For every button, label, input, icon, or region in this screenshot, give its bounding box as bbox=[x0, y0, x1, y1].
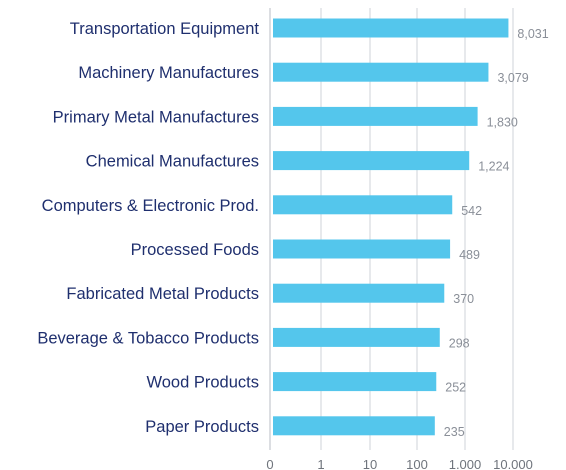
value-label: 3,079 bbox=[497, 71, 528, 85]
x-tick-label: 1 bbox=[317, 457, 324, 470]
value-label: 252 bbox=[445, 381, 466, 395]
x-tick-label: 10.000 bbox=[493, 457, 533, 470]
value-label: 235 bbox=[444, 425, 465, 439]
bars bbox=[273, 18, 509, 436]
value-label: 1,830 bbox=[487, 115, 518, 129]
bar bbox=[273, 106, 478, 126]
value-label: 8,031 bbox=[517, 27, 548, 41]
category-label: Wood Products bbox=[146, 374, 259, 392]
x-axis-tick-labels: 0 1 10 100 1.000 10.000 bbox=[266, 457, 533, 470]
bar bbox=[273, 372, 437, 392]
bar bbox=[273, 416, 435, 436]
x-tick-label: 100 bbox=[406, 457, 428, 470]
value-label: 370 bbox=[453, 292, 474, 306]
category-label: Processed Foods bbox=[131, 241, 259, 259]
bar bbox=[273, 151, 470, 171]
value-label: 489 bbox=[459, 248, 480, 262]
category-labels: Transportation Equipment Machinery Manufa… bbox=[37, 20, 259, 436]
category-label: Paper Products bbox=[145, 418, 259, 436]
category-label: Chemical Manufactures bbox=[86, 153, 259, 171]
category-label: Computers & Electronic Prod. bbox=[42, 197, 259, 215]
category-label: Machinery Manufactures bbox=[78, 64, 259, 82]
category-label: Primary Metal Manufactures bbox=[53, 108, 259, 126]
x-tick-label: 10 bbox=[363, 457, 377, 470]
category-label: Fabricated Metal Products bbox=[66, 285, 259, 303]
bar bbox=[273, 18, 509, 38]
value-label: 298 bbox=[449, 336, 470, 350]
x-tick-label: 0 bbox=[266, 457, 273, 470]
bar bbox=[273, 327, 440, 347]
value-labels: 8,031 3,079 1,830 1,224 542 489 370 298 252 235 bbox=[444, 27, 549, 439]
value-label: 542 bbox=[461, 204, 482, 218]
bar bbox=[273, 62, 489, 82]
bar bbox=[273, 283, 445, 303]
bar bbox=[273, 239, 451, 259]
value-label: 1,224 bbox=[478, 160, 509, 174]
x-tick-label: 1.000 bbox=[449, 457, 482, 470]
category-label: Beverage & Tobacco Products bbox=[37, 329, 259, 347]
category-label: Transportation Equipment bbox=[70, 20, 260, 38]
bar bbox=[273, 195, 453, 215]
